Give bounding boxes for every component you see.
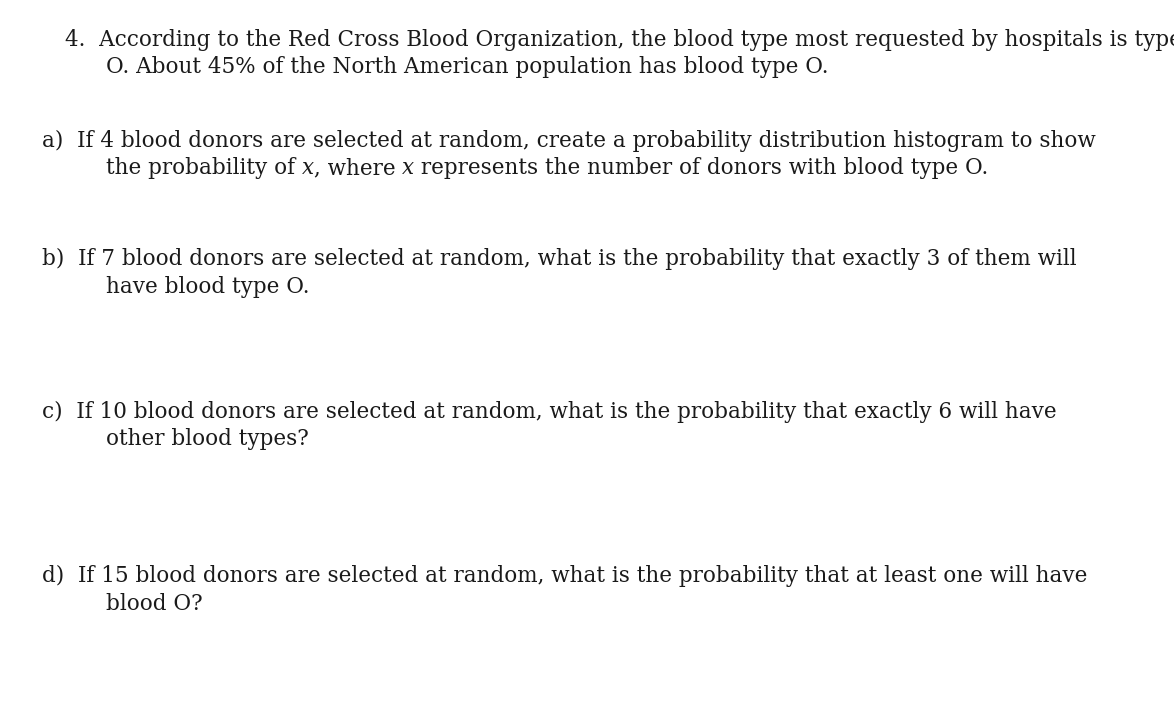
Text: 4.  According to the Red Cross Blood Organization, the blood type most requested: 4. According to the Red Cross Blood Orga… [65, 29, 1174, 51]
Text: d)  If 15 blood donors are selected at random, what is the probability that at l: d) If 15 blood donors are selected at ra… [42, 565, 1087, 588]
Text: c)  If 10 blood donors are selected at random, what is the probability that exac: c) If 10 blood donors are selected at ra… [42, 401, 1057, 423]
Text: , where: , where [313, 157, 403, 179]
Text: blood O?: blood O? [106, 593, 202, 615]
Text: x: x [302, 157, 313, 179]
Text: have blood type O.: have blood type O. [106, 276, 309, 298]
Text: represents the number of donors with blood type O.: represents the number of donors with blo… [414, 157, 989, 179]
Text: O. About 45% of the North American population has blood type O.: O. About 45% of the North American popul… [106, 56, 828, 78]
Text: a)  If 4 blood donors are selected at random, create a probability distribution : a) If 4 blood donors are selected at ran… [42, 130, 1097, 152]
Text: x: x [403, 157, 414, 179]
Text: b)  If 7 blood donors are selected at random, what is the probability that exact: b) If 7 blood donors are selected at ran… [42, 248, 1077, 271]
Text: the probability of: the probability of [106, 157, 302, 179]
Text: other blood types?: other blood types? [106, 428, 309, 451]
